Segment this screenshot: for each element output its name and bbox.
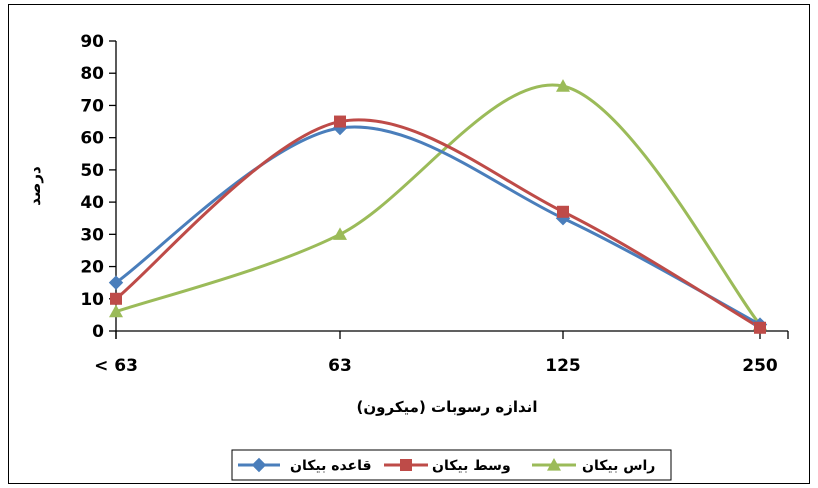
data-point-marker [110,292,122,305]
axes [109,40,789,339]
y-tick-label: 40 [80,193,104,213]
y-tick-label: 20 [80,258,104,278]
series-lines [115,83,762,330]
y-tick-label: 10 [80,290,104,310]
chart-frame [8,4,810,484]
series-line-0 [115,125,761,326]
legend-swatch-marker [251,457,267,473]
x-tick-label: < 63 [94,356,138,376]
data-point-marker [334,115,346,128]
legend-label: راس بیکان [582,458,655,474]
y-tick-label: 0 [92,322,104,342]
y-tick-label: 50 [80,161,104,181]
data-point-marker [109,304,123,318]
legend-label: وسط بیکان [432,458,511,474]
legend-box [231,449,672,481]
y-tick-label: 80 [80,64,104,84]
legend-label: قاعده بیکان [290,458,372,474]
legend-swatch-marker [400,459,412,471]
data-point-marker [333,227,347,240]
y-tick-label: 90 [80,32,104,52]
data-point-marker [556,79,570,92]
series-markers [108,79,768,334]
data-point-marker [557,205,569,218]
series-line-2 [115,83,762,326]
data-point-marker [108,275,124,290]
data-point-marker [754,321,766,334]
y-axis-label: درصد [26,166,44,206]
legend: قاعده بیکان وسط بیکان راس بیکان [231,449,672,481]
series-line-1 [115,118,761,330]
x-axis-label: اندازه رسوبات (میکرون) [357,398,538,416]
x-tick-labels: < 63 63 125 250 [94,356,778,376]
x-tick-label: 250 [742,356,778,376]
x-tick-label: 63 [328,356,352,376]
y-tick-labels: 0 10 20 30 40 50 60 70 80 90 [80,32,104,342]
legend-swatch-marker [547,458,561,471]
y-tick-label: 70 [80,96,104,116]
y-tick-label: 60 [80,129,104,149]
x-tick-label: 125 [545,356,581,376]
y-tick-label: 30 [80,225,104,245]
